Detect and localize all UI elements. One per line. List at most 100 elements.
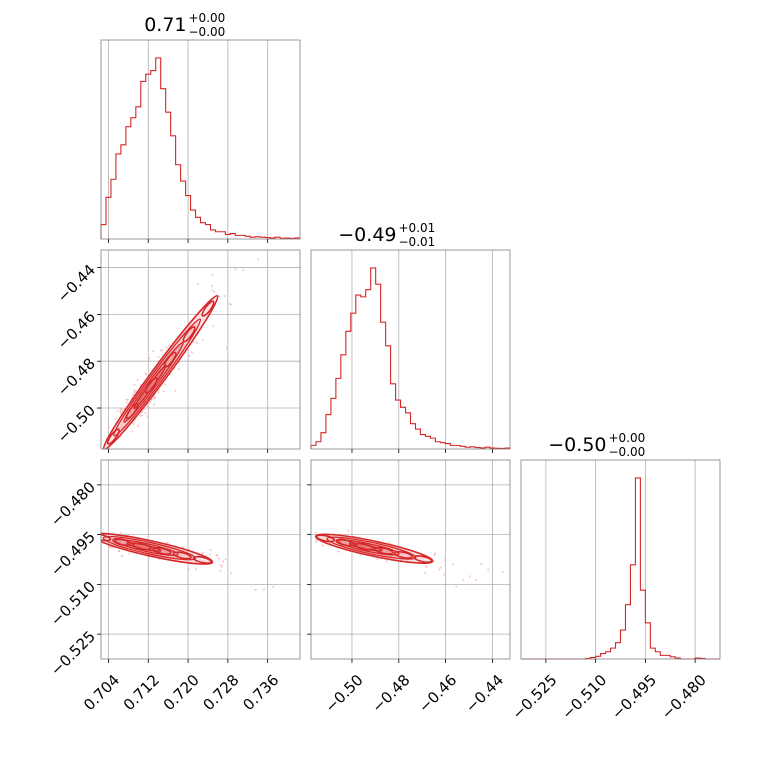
contour-level-1 xyxy=(113,318,202,437)
x-tick-label: −0.50 xyxy=(321,671,366,716)
scatter-point xyxy=(209,553,212,556)
scatter-point xyxy=(152,403,155,406)
contour-blob xyxy=(374,546,394,555)
scatter-point xyxy=(196,283,199,286)
scatter-point xyxy=(144,411,147,415)
contour-blob xyxy=(182,326,196,343)
scatter-point xyxy=(223,295,226,298)
x-tick-label: 0.720 xyxy=(160,671,203,714)
scatter-point xyxy=(191,351,194,354)
contour-blob xyxy=(106,428,120,445)
y-tick-label: −0.525 xyxy=(47,627,99,679)
y-tick-label: −0.50 xyxy=(54,401,99,446)
hist-frame-0 xyxy=(100,39,301,240)
scatter-point xyxy=(462,579,465,582)
scatter-point xyxy=(140,414,143,417)
density-panel-0-1 xyxy=(91,244,300,451)
hist-title-0: 0.71 +0.00−0.00 xyxy=(144,11,225,39)
x-tick-label: −0.48 xyxy=(368,671,413,716)
y-tick-label: −0.495 xyxy=(47,528,99,580)
scatter-point xyxy=(211,325,215,328)
density-content xyxy=(314,529,504,588)
scatter-point xyxy=(347,529,350,533)
scatter-point xyxy=(218,295,221,298)
scatter-point xyxy=(201,338,205,341)
title-value: 0.71 xyxy=(144,14,186,36)
scatter-point xyxy=(487,568,490,571)
hist-frame-2 xyxy=(520,459,721,660)
scatter-point xyxy=(211,273,214,277)
contour-level-0 xyxy=(101,532,214,565)
scatter-point xyxy=(439,566,442,569)
scatter-point xyxy=(116,409,119,413)
title-value: −0.49 xyxy=(338,224,396,246)
scatter-point xyxy=(423,571,427,574)
scatter-point xyxy=(157,355,160,359)
scatter-point xyxy=(217,557,220,560)
scatter-point xyxy=(162,390,165,393)
scatter-point xyxy=(114,417,117,420)
x-tick-label: −0.480 xyxy=(658,671,710,723)
scatter-point xyxy=(315,530,318,534)
scatter-point xyxy=(136,378,139,381)
density-frame-0-1 xyxy=(100,249,301,450)
contour-blob xyxy=(125,402,139,420)
scatter-point xyxy=(187,568,190,571)
y-tick-label: −0.48 xyxy=(54,354,99,399)
title-upper-error: +0.01 xyxy=(399,221,436,235)
hist-frame-1 xyxy=(310,249,511,450)
scatter-point xyxy=(152,350,155,353)
scatter-point xyxy=(337,550,341,553)
density-panel-1-2 xyxy=(311,460,510,659)
x-tick-label: 0.704 xyxy=(80,671,123,714)
scatter-point xyxy=(269,244,271,246)
scatter-point xyxy=(433,552,437,555)
contour-level-0 xyxy=(102,294,219,449)
scatter-point xyxy=(125,401,128,404)
y-tick-label: −0.46 xyxy=(54,308,99,353)
title-lower-error: −0.00 xyxy=(609,445,646,459)
contour-blob xyxy=(393,550,414,559)
scatter-point xyxy=(91,449,93,451)
scatter-point xyxy=(91,449,93,451)
scatter-point xyxy=(132,422,135,425)
density-panel-0-2 xyxy=(94,460,300,659)
scatter-point xyxy=(94,529,96,531)
scatter-point xyxy=(136,424,140,427)
scatter-point xyxy=(388,541,391,544)
scatter-point xyxy=(146,415,149,418)
scatter-point xyxy=(188,354,191,357)
contour-blob xyxy=(172,551,192,560)
scatter-point xyxy=(272,585,275,588)
scatter-point xyxy=(443,573,446,576)
scatter-point xyxy=(215,554,218,557)
scatter-point xyxy=(468,575,472,578)
scatter-point xyxy=(262,588,265,591)
x-tick-label: −0.510 xyxy=(558,671,610,723)
hist-title-1: −0.49 +0.01−0.01 xyxy=(338,221,435,249)
contour-blob xyxy=(315,534,336,543)
scatter-point xyxy=(119,531,122,535)
scatter-point xyxy=(254,588,257,592)
scatter-point xyxy=(385,559,388,563)
y-tick-label: −0.44 xyxy=(54,261,99,306)
scatter-point xyxy=(213,290,216,294)
scatter-point xyxy=(131,394,135,397)
scatter-point xyxy=(201,552,204,555)
x-tick-label: −0.495 xyxy=(608,671,660,723)
contour-blob xyxy=(112,538,132,547)
density-content xyxy=(91,244,271,451)
scatter-point xyxy=(211,289,214,292)
scatter-point xyxy=(163,383,166,386)
hist-panel-1 xyxy=(310,250,511,450)
scatter-point xyxy=(228,302,231,306)
contour-blob xyxy=(132,542,152,551)
hist-step-2 xyxy=(521,477,720,660)
scatter-point xyxy=(443,558,447,561)
scatter-point xyxy=(475,578,478,581)
contour-blob xyxy=(152,546,172,555)
scatter-point xyxy=(455,585,458,588)
contour-blob xyxy=(354,542,375,551)
contour-blob xyxy=(413,555,433,564)
